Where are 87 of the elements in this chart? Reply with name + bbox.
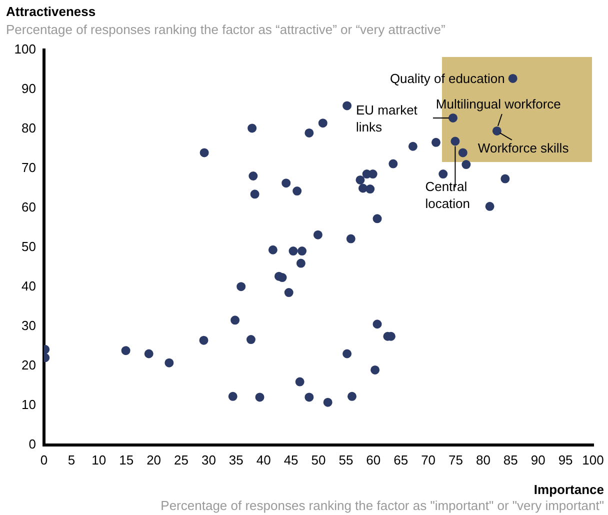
point (372, 320, 382, 329)
point (462, 160, 471, 170)
point (121, 346, 130, 356)
point (230, 316, 240, 325)
y-axis-title: Attractiveness (6, 4, 96, 19)
point (485, 202, 494, 211)
x-tick-label: 90 (530, 452, 546, 468)
point (248, 124, 257, 133)
point (342, 101, 352, 110)
y-tick-label: 20 (22, 358, 36, 373)
x-tick-label: 80 (476, 452, 490, 468)
y-tick-label: 10 (22, 397, 36, 412)
y-tick-label: 50 (22, 239, 36, 254)
annotation: Quality of education (390, 71, 505, 86)
text: Percentage of responses ranking the factor as “attractive” or “very attractive” (6, 22, 446, 37)
point (323, 398, 332, 407)
point (318, 118, 328, 128)
point (304, 392, 314, 402)
point (282, 178, 291, 188)
x-tick-label: 85 (503, 452, 518, 468)
y-tick-label: 70 (22, 160, 36, 176)
x-tick-label: 100 (582, 452, 604, 468)
point (284, 288, 294, 298)
annotation: Central location (425, 178, 470, 211)
text: Percentage of responses ranking the factor as "important" or "very important" (160, 498, 604, 513)
y-tick-label: 80 (22, 120, 36, 136)
point (372, 214, 382, 224)
point (304, 128, 314, 138)
point (431, 138, 440, 147)
x-tick-label: 30 (201, 452, 216, 468)
annotation: Workforce skills (478, 140, 570, 156)
x-tick-label: 0 (40, 452, 48, 468)
point (288, 246, 298, 256)
point (164, 358, 174, 368)
point (508, 74, 518, 83)
y-tick-label: 30 (22, 318, 36, 334)
x-tick-label: 70 (421, 452, 436, 468)
point (298, 246, 307, 256)
x-tick-label: 55 (338, 452, 354, 468)
point (346, 234, 356, 244)
point (250, 190, 260, 199)
y-tick-label: 60 (22, 200, 36, 215)
point (388, 159, 398, 168)
y-tick-label: 90 (22, 81, 36, 96)
x-tick-label: 50 (311, 452, 326, 468)
point (295, 377, 304, 386)
x-tick-label: 75 (448, 452, 463, 468)
annotation: EU market links (356, 102, 418, 135)
y-tick-label: 40 (22, 278, 36, 294)
point (255, 392, 264, 402)
point (199, 336, 208, 345)
point (296, 258, 306, 268)
x-axis-title: Importance (534, 482, 604, 497)
y-tick-label: 100 (14, 42, 36, 57)
point (366, 184, 375, 194)
x-tick-label: 35 (228, 452, 244, 468)
point (458, 148, 468, 158)
x-tick-label: 15 (119, 452, 134, 468)
point (347, 392, 356, 401)
point (370, 365, 380, 374)
point (408, 142, 418, 151)
x-tick-label: 25 (174, 452, 188, 468)
point (144, 349, 154, 358)
x-tick-label: 60 (366, 452, 381, 468)
point (500, 174, 510, 184)
point (356, 175, 365, 184)
point (448, 113, 458, 122)
point (236, 282, 246, 292)
x-tick-label: 10 (92, 452, 106, 468)
point (313, 230, 322, 240)
x-tick-label: 95 (558, 452, 573, 468)
point (248, 172, 258, 181)
point (200, 148, 209, 158)
y-tick-label: 0 (28, 436, 36, 452)
x-tick-label: 20 (146, 452, 162, 468)
point (492, 126, 502, 136)
point (450, 136, 460, 146)
point (246, 335, 256, 344)
point (342, 349, 352, 358)
x-tick-label: 45 (284, 452, 298, 468)
point (438, 170, 448, 179)
point (228, 392, 238, 401)
x-tick-label: 5 (68, 452, 76, 468)
point (268, 245, 278, 254)
x-tick-label: 40 (256, 452, 271, 468)
x-tick-label: 65 (394, 452, 408, 468)
point (292, 186, 302, 196)
